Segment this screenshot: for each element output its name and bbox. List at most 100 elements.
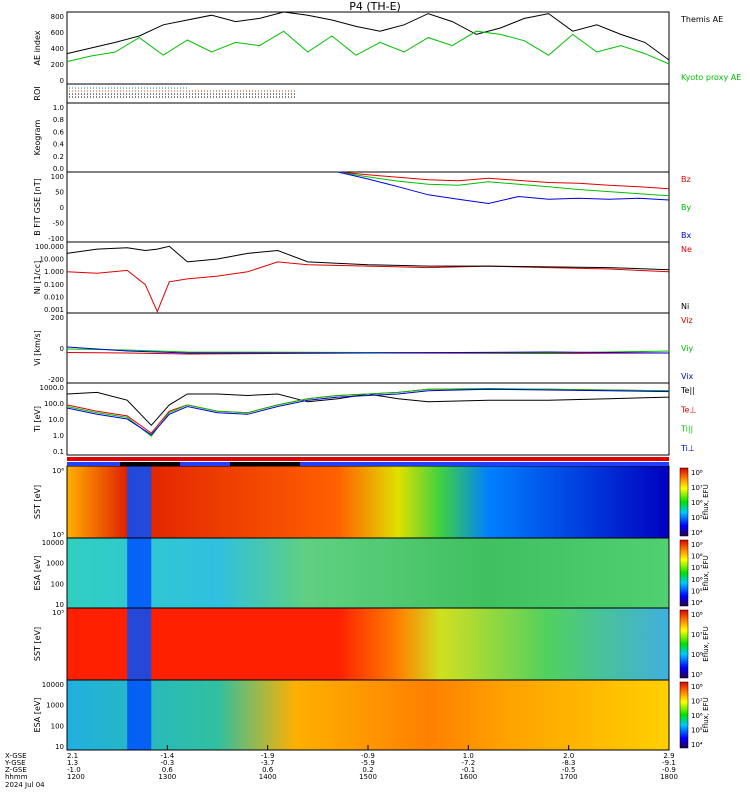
esa_i-ytick: 1000: [46, 702, 64, 710]
temperature-ytick: 100.0: [44, 400, 64, 408]
sst_e-cbar-tick: 10⁸: [691, 469, 703, 477]
velocity-series-2: [66, 346, 670, 354]
keogram-ytick: 0.8: [53, 116, 64, 124]
sst_i-cbar-tick: 10⁶: [691, 651, 703, 659]
sst_e-heatmap: [67, 466, 669, 538]
ae-ytick: 400: [51, 45, 64, 53]
density-ytick: 100.000: [35, 243, 64, 251]
esa_e-ylabel: ESA [eV]: [33, 556, 42, 591]
sst_i-ytick: 10⁵: [52, 609, 64, 617]
keogram-ytick: 0.0: [53, 165, 64, 173]
temperature-ytick: 1000.0: [40, 384, 65, 392]
density-ytick: 0.100: [44, 281, 64, 289]
ae-ytick: 600: [51, 29, 64, 37]
bfield-series-0: [337, 171, 670, 190]
xaxis-row-label: Z-GSE: [5, 766, 27, 774]
keogram-ytick: 0.2: [53, 153, 64, 161]
panel-esa_e: [66, 537, 689, 609]
sst_e-ytick: 10⁶: [52, 467, 64, 475]
xaxis-cell: -0.3: [160, 759, 174, 767]
keogram-ytick: 1.0: [53, 104, 64, 112]
ae-frame: [66, 11, 670, 85]
temperature-legend: Te⊥: [680, 405, 696, 414]
ae-legend: Kyoto proxy AE: [681, 73, 741, 82]
panel-sst_e: [66, 465, 689, 539]
xaxis-cell: 2.0: [563, 752, 574, 760]
density-ylabel: Ni [1/cc]: [33, 261, 42, 295]
temperature-legend: Te||: [680, 386, 695, 395]
panel-sst_i: [66, 607, 689, 681]
esa_e-ytick: 10: [55, 601, 64, 609]
xaxis-cell: 0.6: [262, 766, 274, 774]
temperature-frame: [66, 382, 670, 456]
esa_e-cbar-tick: 10⁵: [691, 587, 703, 595]
esa_e-cbar-tick: 10⁴: [691, 599, 703, 607]
density-legend: Ne: [681, 245, 692, 254]
sst_i-cbar-tick: 10⁷: [691, 631, 703, 639]
bfield-ytick: -100: [48, 235, 64, 243]
esa_i-ytick: 100: [51, 722, 64, 730]
xaxis-cell: 1300: [158, 773, 176, 781]
panel-keogram: [66, 102, 670, 173]
esa_i-colorbar: [679, 681, 689, 749]
bfield-ytick: 100: [51, 173, 64, 181]
temperature-series-0: [66, 391, 670, 427]
panel-bfield: [66, 171, 670, 243]
esa_e-ytick: 10000: [42, 539, 64, 547]
sst_i-colorbar: [679, 609, 689, 679]
xaxis-cell: 0.6: [162, 766, 174, 774]
sst_e-cbar-label: Eflux, EFU: [702, 484, 710, 519]
esa_i-ylabel: ESA [eV]: [33, 698, 42, 733]
bfield-frame: [66, 171, 670, 243]
sst_i-cbar-tick: 10⁵: [691, 671, 703, 679]
xaxis-row-label: X-GSE: [5, 752, 27, 760]
velocity-frame: [66, 312, 670, 384]
ae-series-0: [66, 11, 670, 61]
xaxis-cell: -1.9: [261, 752, 275, 760]
xaxis-row-label: 2024 Jul 04: [5, 781, 45, 789]
sst_e-dropout-band: [127, 466, 152, 538]
xaxis-cell: 0.2: [362, 766, 373, 774]
panel-density: [66, 241, 670, 314]
bfield-series-2: [337, 171, 670, 205]
roi-frame: [66, 83, 670, 104]
ae-ytick: 0: [60, 77, 64, 85]
ae-legend: Themis AE: [680, 15, 723, 24]
panel-esa_i: [66, 679, 689, 751]
temperature-ytick: 10.0: [48, 416, 64, 424]
esa_e-colorbar: [679, 539, 689, 607]
density-ytick: 10.000: [40, 256, 65, 264]
xaxis-cell: 1.0: [463, 752, 474, 760]
esa_i-ytick: 10000: [42, 681, 64, 689]
sst_i-dropout-band: [127, 608, 152, 680]
bfield-legend: Bx: [681, 231, 691, 240]
density-frame: [66, 241, 670, 314]
mode-bar-blue: [67, 462, 669, 466]
density-series-1: [66, 245, 670, 271]
sst_e-cbar-tick: 10⁵: [691, 514, 703, 522]
velocity-ytick: 200: [51, 314, 64, 322]
esa_i-cbar-tick: 10⁶: [691, 712, 703, 720]
xaxis-row-label: Y-GSE: [4, 759, 26, 767]
esa_e-heatmap: [67, 538, 669, 608]
mode-bar-dark: [120, 462, 180, 466]
sst_e-cbar-tick: 10⁷: [691, 484, 703, 492]
sst_i-cbar-tick: 10⁸: [691, 611, 703, 619]
esa_e-cbar-tick: 10⁶: [691, 576, 703, 584]
esa_i-cbar-tick: 10⁵: [691, 727, 703, 735]
panel-velocity: [66, 312, 670, 384]
panel-roi: [66, 83, 670, 104]
velocity-ytick: -200: [48, 376, 64, 384]
sst_e-cbar-tick: 10⁶: [691, 499, 703, 507]
xaxis-cell: -9.1: [662, 759, 676, 767]
temperature-series-3: [66, 388, 670, 436]
esa_i-ytick: 10: [55, 743, 64, 751]
keogram-ylabel: Keogram: [33, 119, 42, 155]
xaxis-cell: -0.5: [562, 766, 576, 774]
esa_e-ytick: 100: [51, 580, 64, 588]
keogram-ytick: 0.6: [53, 128, 65, 136]
sst_e-ytick: 10⁵: [52, 531, 64, 539]
velocity-legend: Vix: [681, 372, 694, 381]
temperature-ytick: 1.0: [53, 432, 64, 440]
